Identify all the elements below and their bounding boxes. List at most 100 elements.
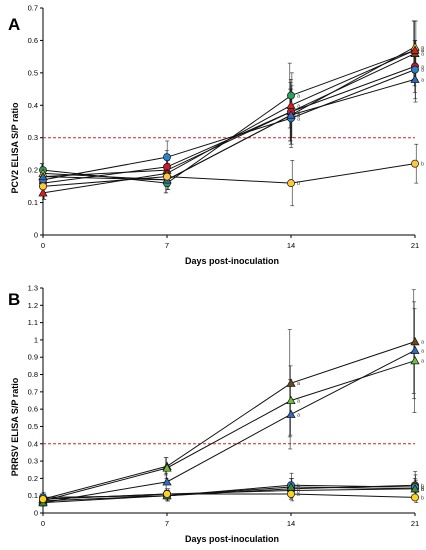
series-2-line	[42, 360, 416, 502]
series-4-point	[163, 153, 171, 162]
series-6-point	[286, 100, 296, 109]
chart-b-svg: B PRRSV ELISA S/P ratio Days post-inocul…	[8, 284, 425, 545]
significance-letter: a	[421, 64, 425, 70]
y-tick-label: 0.8	[28, 370, 38, 379]
series-2-point	[162, 463, 172, 472]
significance-letter: a	[421, 77, 425, 83]
series-7-point	[39, 495, 47, 504]
y-tick-label: 1.1	[28, 318, 38, 327]
y-tick-label: 0.6	[28, 405, 38, 414]
y-tick-label: 0.5	[28, 422, 38, 431]
chart-panel-a: A PCV2 ELISA S/P ratio Days post-inocula…	[8, 4, 425, 267]
chart-a-ylabel: PCV2 ELISA S/P ratio	[10, 102, 20, 194]
y-tick-label: 1.2	[28, 301, 38, 310]
significance-letter: a	[297, 113, 301, 119]
significance-letter: a	[421, 48, 425, 54]
significance-letter: a	[297, 103, 301, 109]
significance-letter: b	[421, 487, 424, 493]
y-tick-label: 0.4	[28, 101, 38, 110]
x-tick-label: 14	[287, 241, 295, 250]
series-1-line	[42, 349, 416, 504]
panel-label-b: B	[8, 290, 20, 309]
y-tick-label: 0.2	[28, 474, 38, 483]
significance-letter: b	[297, 181, 300, 187]
y-tick-label: 0	[34, 231, 38, 240]
series-6-line	[42, 486, 416, 504]
series-6-line	[42, 49, 416, 194]
y-tick-label: 1.3	[28, 284, 38, 293]
significance-letter: a	[297, 110, 301, 116]
series-2-point	[410, 355, 420, 365]
y-tick-label: 0.9	[28, 353, 38, 362]
x-tick-label: 0	[41, 241, 45, 250]
significance-letter: a	[421, 51, 425, 57]
series-0-point	[286, 378, 296, 387]
y-tick-label: 0.4	[28, 439, 38, 448]
x-tick-label: 0	[41, 519, 45, 528]
significance-letter: b	[297, 483, 300, 489]
series-7-point	[411, 159, 419, 168]
series-0-point	[410, 336, 420, 346]
significance-letter: b	[297, 492, 300, 498]
series-2-line	[42, 52, 416, 178]
y-tick-label: 1	[34, 335, 38, 344]
series-1-point	[162, 477, 172, 486]
y-tick-label: 0.6	[28, 36, 38, 45]
series-0-line	[42, 49, 416, 184]
series-7-line	[42, 163, 416, 187]
significance-letter: b	[421, 162, 424, 168]
y-tick-label: 0.3	[28, 457, 38, 466]
x-tick-label: 7	[165, 519, 169, 528]
series-7-line	[42, 493, 416, 500]
series-5-point	[410, 74, 420, 83]
y-tick-label: 0	[34, 509, 38, 518]
significance-letter: a	[297, 94, 301, 100]
chart-a-svg: A PCV2 ELISA S/P ratio Days post-inocula…	[8, 4, 425, 267]
significance-letter: b	[297, 485, 300, 491]
series-1-point	[410, 345, 420, 354]
chart-panel-b: B PRRSV ELISA S/P ratio Days post-inocul…	[0, 275, 426, 550]
y-tick-label: 0.7	[28, 387, 38, 396]
y-tick-label: 0.3	[28, 133, 38, 142]
significance-letter: b	[421, 485, 424, 491]
series-3-line	[42, 65, 416, 184]
x-tick-label: 21	[411, 519, 419, 528]
series-4-line	[42, 69, 416, 181]
series-6-point	[410, 45, 420, 54]
series-1-point	[286, 409, 296, 418]
series-4-line	[42, 484, 416, 502]
series-4-point	[411, 65, 419, 74]
y-tick-label: 0.2	[28, 166, 38, 175]
series-7-point	[39, 182, 47, 191]
significance-letter: a	[421, 340, 425, 346]
x-tick-label: 14	[287, 519, 295, 528]
series-7-point	[411, 493, 419, 502]
series-7-point	[163, 172, 171, 181]
chart-a-plot: 00.10.20.30.40.50.60.70 7 14 21aaaaaaaaaaaa…	[28, 4, 425, 251]
series-7-point	[287, 179, 295, 188]
series-7-point	[163, 490, 171, 498]
significance-letter: b	[421, 487, 424, 493]
significance-letter: b	[297, 487, 300, 493]
series-0-point	[287, 91, 295, 100]
panel-label-a: A	[8, 15, 20, 34]
chart-b-xlabel: Days post-inoculation	[185, 534, 279, 544]
significance-letter: a	[421, 48, 425, 54]
significance-letter: a	[297, 113, 301, 119]
x-tick-label: 21	[411, 241, 419, 250]
significance-letter: a	[297, 381, 301, 387]
series-6-point	[410, 484, 420, 493]
x-tick-label: 7	[165, 241, 169, 250]
chart-b-ylabel: PRRSV ELISA S/P ratio	[10, 377, 20, 476]
significance-letter: b	[421, 483, 424, 489]
series-5-line	[42, 78, 416, 181]
y-tick-label: 0.1	[28, 198, 38, 207]
y-tick-label: 0.7	[28, 4, 38, 13]
series-2-point	[286, 395, 296, 405]
series-5-point	[286, 110, 296, 119]
significance-letter: a	[421, 68, 425, 74]
significance-letter: a	[421, 359, 425, 365]
series-7-point	[287, 490, 295, 498]
significance-letter: b	[297, 489, 300, 495]
series-5-point	[38, 171, 48, 181]
